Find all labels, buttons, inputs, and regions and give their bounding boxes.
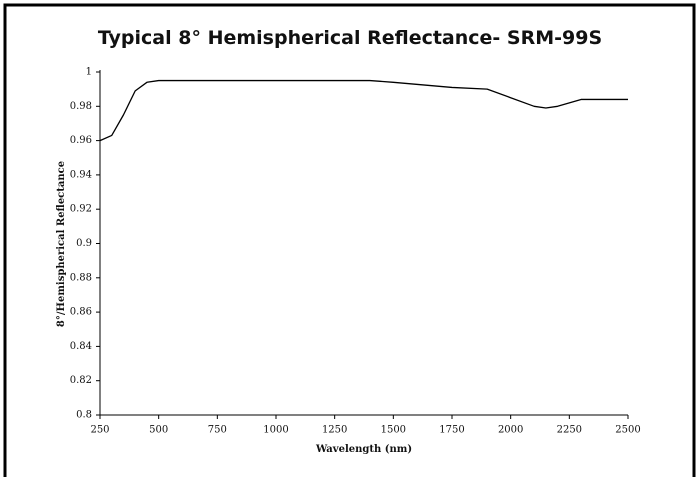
x-axis-label: Wavelength (nm) (315, 444, 412, 455)
x-tick-label: 1750 (439, 425, 464, 436)
x-tick-label: 2500 (615, 425, 640, 436)
x-tick-label: 1500 (381, 425, 406, 436)
frame (3, 3, 696, 481)
y-tick-label: 0.94 (70, 169, 92, 180)
y-axis-label: 8°/Hemispherical Reflectance (56, 161, 67, 327)
y-tick-label: 0.88 (70, 272, 92, 283)
y-tick-label: 0.92 (70, 204, 92, 215)
x-tick-label: 500 (149, 425, 168, 436)
chart-title: Typical 8° Hemispherical Reflectance- SR… (98, 27, 602, 49)
y-tick-label: 0.82 (70, 375, 92, 386)
x-tick-label: 750 (208, 425, 227, 436)
y-tick-label: 0.84 (70, 341, 92, 352)
data-line (99, 79, 628, 142)
y-tick-label: 0.8 (76, 410, 92, 421)
y-tick-label: 0.98 (70, 101, 92, 112)
x-tick-label: 2250 (557, 425, 582, 436)
y-tick-label: 1 (86, 67, 92, 78)
y-tick-label: 0.96 (70, 135, 92, 146)
y-tick-label: 0.9 (76, 238, 92, 249)
x-tick-label: 2000 (498, 425, 523, 436)
x-tick-label: 250 (90, 425, 109, 436)
x-tick-label: 1000 (263, 425, 288, 436)
x-tick-label: 1250 (322, 425, 347, 436)
y-tick-label: 0.86 (70, 307, 92, 318)
